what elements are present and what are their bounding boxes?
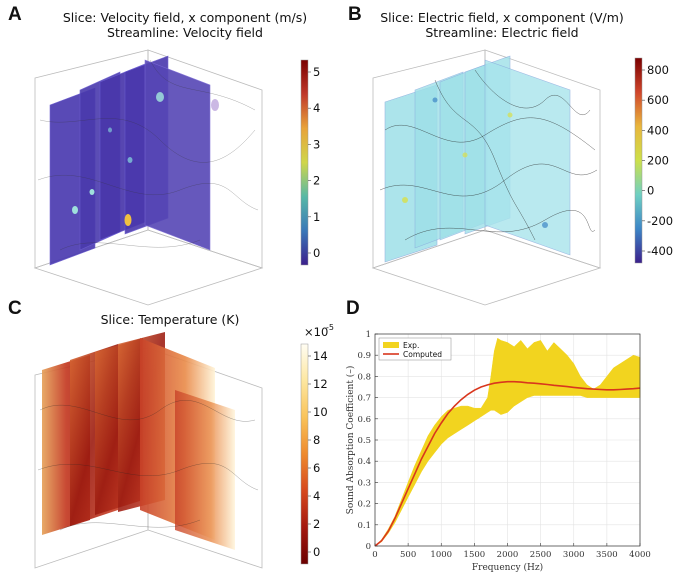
panel-a-colorbar-tick-label: 5	[313, 65, 320, 79]
panel-c-colorbar-tick-label: 2	[313, 517, 320, 531]
x-tick-label: 1500	[464, 550, 486, 560]
y-tick-label: 0.1	[357, 521, 371, 531]
legend-swatch-exp	[383, 342, 399, 348]
x-tick-label: 500	[400, 550, 416, 560]
y-tick-label: 0.2	[357, 500, 371, 510]
panel-c-colorbar-tick-label: 6	[313, 461, 320, 475]
panel-c-colorbar-tick-label: 0	[313, 545, 320, 559]
legend: Exp.Computed	[378, 337, 452, 361]
panel-b-label: B	[348, 4, 362, 25]
panel-b-colorbar-tick-label: 600	[647, 93, 669, 107]
panel-b-colorbar-tick-label: -200	[647, 214, 673, 228]
y-tick-label: 0.9	[357, 351, 371, 361]
panel-b-colorbar	[634, 57, 643, 264]
panel-c-title: Slice: Temperature (K)	[60, 312, 280, 327]
panel-a-colorbar-tick-label: 4	[313, 101, 320, 115]
panel-c-colorbar-multiplier: ×10 -5	[304, 323, 334, 339]
panel-c-title-line1: Slice: Temperature (K)	[100, 312, 240, 327]
panel-a-colorbar-tick-label: 3	[313, 137, 320, 151]
panel-c-colorbar-tick-label: 8	[313, 433, 320, 447]
x-tick-label: 2000	[497, 550, 519, 560]
panel-c-colorbar-tick-label: 4	[313, 489, 320, 503]
legend-label-exp: Exp.	[403, 341, 419, 350]
panel-d-label: D	[346, 298, 360, 319]
panel-a-title-line2: Streamline: Velocity field	[107, 25, 263, 40]
panel-b-colorbar-tick-label: 800	[647, 63, 669, 77]
x-tick-label: 4000	[629, 550, 651, 560]
x-tick-label: 3000	[563, 550, 585, 560]
panel-c-cube	[34, 332, 263, 569]
y-tick-label: 1	[366, 330, 371, 340]
y-tick-label: 0.8	[357, 372, 371, 382]
y-tick-label: 0.3	[357, 478, 371, 488]
panel-c-multiplier-base: ×10	[304, 325, 328, 339]
panel-b-colorbar-tick-label: 200	[647, 154, 669, 168]
panel-b-svg: 800 600 400 200 0 -200 -400	[371, 49, 673, 306]
panel-a-title: Slice: Velocity field, x component (m/s)…	[40, 10, 330, 40]
panel-b-cube	[371, 49, 602, 306]
panel-d-svg: 0 500 1000 1500 2000 2500 3000 3500 4000 0 0.1 0.2 0…	[345, 330, 651, 573]
y-tick-label: 0.7	[357, 394, 371, 404]
panel-c-colorbar-tick-label: 12	[313, 377, 328, 391]
panel-c-plot: ×10 -5 14 12 10 8 6 4 2 0	[0, 323, 340, 573]
panel-a-colorbar	[300, 59, 309, 266]
panel-b-colorbar-tick-label: 0	[647, 184, 654, 198]
x-tick-label: 0	[372, 550, 377, 560]
panel-c-colorbar-ticks: 14 12 10 8 6 4 2 0	[308, 349, 328, 559]
panel-a-svg: 5 4 3 2 1 0	[33, 49, 320, 306]
panel-c-colorbar-tick-label: 10	[313, 405, 328, 419]
y-tick-label: 0.5	[357, 436, 371, 446]
panel-a-colorbar-tick-label: 2	[313, 174, 320, 188]
legend-label-computed: Computed	[403, 350, 442, 359]
y-axis-label: Sound Absorption Coefficient (–)	[345, 366, 356, 515]
x-tick-label: 3500	[596, 550, 618, 560]
panel-a-cube	[33, 49, 264, 306]
panel-c-label: C	[8, 298, 22, 319]
panel-d-chart: 0 500 1000 1500 2000 2500 3000 3500 4000 0 0.1 0.2 0…	[345, 325, 685, 573]
x-axis-label: Frequency (Hz)	[472, 562, 543, 573]
panel-c-multiplier-exponent: -5	[326, 323, 334, 332]
panel-c-svg: ×10 -5 14 12 10 8 6 4 2 0	[34, 323, 334, 569]
panel-a-title-line1: Slice: Velocity field, x component (m/s)	[62, 10, 308, 25]
panel-a-plot: 5 4 3 2 1 0	[0, 40, 340, 306]
panel-a-colorbar-tick-label: 0	[313, 246, 320, 260]
panel-b-title: Slice: Electric field, x component (V/m)…	[372, 10, 632, 40]
panel-a-label: A	[8, 4, 22, 25]
panel-c-colorbar	[300, 343, 309, 565]
series-computed-line	[374, 380, 641, 547]
panel-a-colorbar-tick-label: 1	[313, 210, 320, 224]
x-tick-label: 2500	[530, 550, 552, 560]
panel-b-plot: 800 600 400 200 0 -200 -400	[345, 40, 685, 306]
panel-b-colorbar-ticks: 800 600 400 200 0 -200 -400	[642, 63, 673, 258]
panel-c-colorbar-tick-label: 14	[313, 349, 328, 363]
panel-b-title-line2: Streamline: Electric field	[425, 25, 579, 40]
y-tick-label: 0.4	[357, 457, 371, 467]
x-tick-label: 1000	[430, 550, 452, 560]
panel-b-colorbar-tick-label: 400	[647, 123, 669, 137]
y-tick-label: 0.6	[357, 415, 371, 425]
panel-a-colorbar-ticks: 5 4 3 2 1 0	[308, 65, 320, 260]
panel-b-colorbar-tick-label: -400	[647, 244, 673, 258]
plot-frame	[374, 333, 641, 547]
panel-b-title-line1: Slice: Electric field, x component (V/m)	[380, 10, 624, 25]
y-tick-label: 0	[366, 542, 371, 552]
